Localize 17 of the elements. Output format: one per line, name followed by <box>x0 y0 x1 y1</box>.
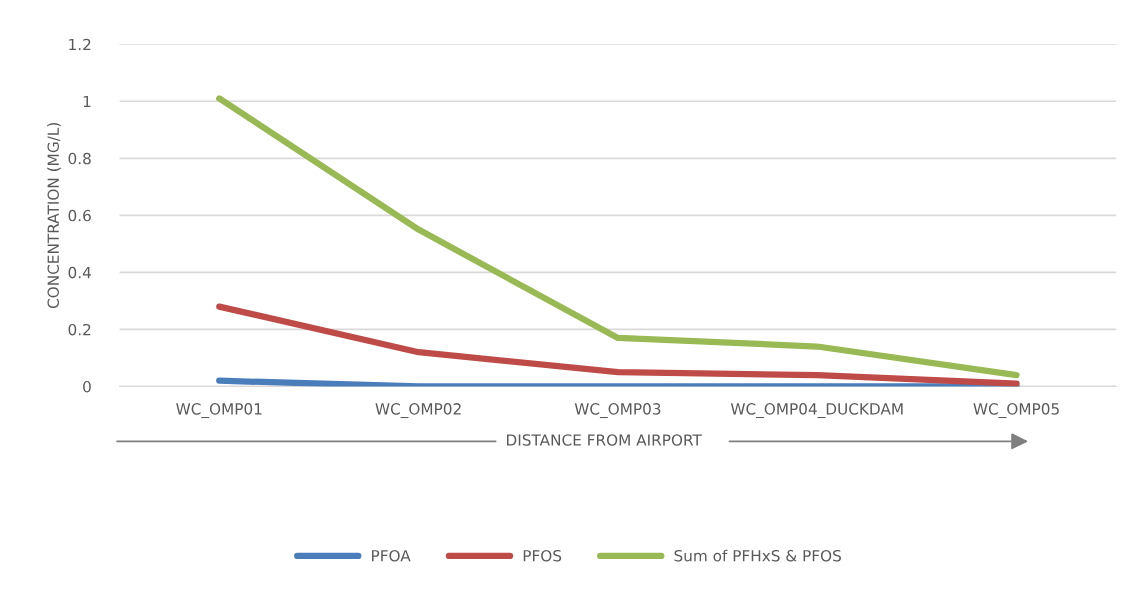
y-tick-label: 1 <box>83 95 91 108</box>
x-tick-label: WC_OMP02 <box>375 403 461 419</box>
y-tick-label: 1.2 <box>69 38 91 51</box>
legend-label: PFOS <box>523 549 562 562</box>
y-tick-label: 0.4 <box>68 266 91 279</box>
x-tick-label: WC_OMP01 <box>176 403 262 419</box>
y-tick-label: 0.8 <box>68 152 91 165</box>
y-tick-label: 0 <box>83 380 91 393</box>
x-tick-label: WC_OMP03 <box>574 403 661 419</box>
legend-label: Sum of PFHxS & PFOS <box>674 549 841 562</box>
y-tick-label: 0.2 <box>68 323 91 336</box>
x-tick-label: WC_OMP05 <box>973 403 1059 419</box>
legend-label: PFOA <box>372 549 411 562</box>
x-axis-title: DISTANCE FROM AIRPORT <box>507 434 702 446</box>
x-tick-label: WC_OMP04_DUCKDAM <box>730 403 903 419</box>
y-tick-label: 0.6 <box>68 209 91 222</box>
y-axis-title: CONCENTRATION (MG/L) <box>47 123 61 309</box>
